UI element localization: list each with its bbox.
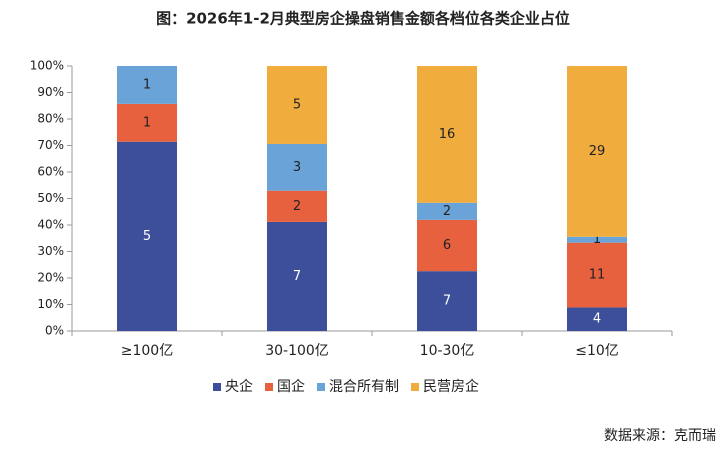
y-tick-label: 30% bbox=[37, 244, 64, 258]
bar-segment bbox=[567, 307, 627, 331]
y-tick-label: 10% bbox=[37, 297, 64, 311]
data-label: 2 bbox=[293, 199, 301, 214]
x-tick-label: 10-30亿 bbox=[420, 343, 475, 359]
y-tick-label: 100% bbox=[30, 59, 64, 73]
bar-segment bbox=[267, 221, 327, 331]
y-tick-label: 50% bbox=[37, 191, 64, 205]
data-label: 1 bbox=[593, 232, 601, 247]
data-label: 3 bbox=[293, 160, 301, 175]
data-label: 6 bbox=[443, 238, 451, 253]
data-label: 7 bbox=[443, 294, 451, 309]
y-tick-label: 40% bbox=[37, 218, 64, 232]
legend-label: 央企 bbox=[225, 378, 253, 395]
legend-swatch bbox=[213, 383, 221, 391]
legend-swatch bbox=[411, 383, 419, 391]
data-label: 29 bbox=[589, 144, 606, 159]
legend-swatch bbox=[265, 383, 273, 391]
bar-segment bbox=[417, 219, 477, 272]
data-label: 4 bbox=[593, 312, 601, 327]
legend-label: 民营房企 bbox=[423, 378, 479, 395]
legend-label: 混合所有制 bbox=[329, 379, 399, 395]
bar-segment bbox=[117, 103, 177, 142]
bar-segment bbox=[117, 66, 177, 104]
bar-segment bbox=[417, 66, 477, 203]
data-label: 1 bbox=[143, 115, 151, 130]
bar-segment bbox=[417, 202, 477, 220]
x-tick-label: ≤10亿 bbox=[575, 343, 619, 359]
data-label: 1 bbox=[143, 77, 151, 92]
bar-segment bbox=[117, 141, 177, 331]
source-note: 数据来源：克而瑞 bbox=[604, 428, 716, 444]
bar-segment bbox=[567, 242, 627, 308]
y-tick-label: 70% bbox=[37, 138, 64, 152]
bar-segment bbox=[567, 66, 627, 237]
y-tick-label: 60% bbox=[37, 165, 64, 179]
legend-label: 国企 bbox=[277, 378, 305, 395]
y-tick-label: 90% bbox=[37, 85, 64, 99]
x-tick-label: ≥100亿 bbox=[121, 343, 173, 359]
data-label: 11 bbox=[589, 268, 606, 283]
y-tick-label: 20% bbox=[37, 271, 64, 285]
data-label: 7 bbox=[293, 269, 301, 284]
y-tick-label: 80% bbox=[37, 112, 64, 126]
bar-segment bbox=[267, 143, 327, 191]
chart-title: 图：2026年1-2月典型房企操盘销售金额各档位各类企业占位 bbox=[156, 10, 570, 28]
bar-segment bbox=[267, 190, 327, 222]
data-label: 5 bbox=[143, 229, 151, 244]
data-label: 16 bbox=[439, 127, 456, 142]
bar-segment bbox=[567, 236, 627, 243]
bar-segment bbox=[417, 271, 477, 331]
bar-segment bbox=[267, 66, 327, 144]
data-label: 5 bbox=[293, 97, 301, 112]
data-label: 2 bbox=[443, 204, 451, 219]
legend-swatch bbox=[317, 383, 325, 391]
y-tick-label: 0% bbox=[45, 324, 64, 338]
x-tick-label: 30-100亿 bbox=[265, 343, 329, 359]
